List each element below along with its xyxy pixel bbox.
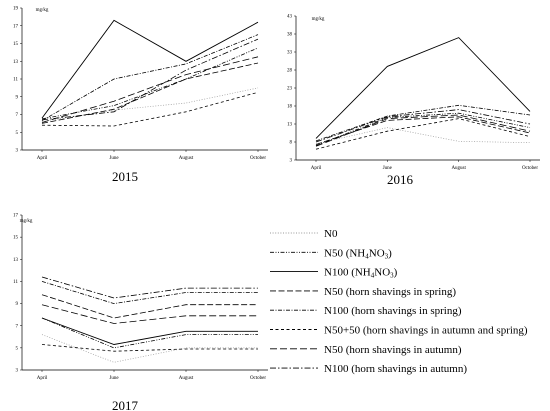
x-tick-label: April — [37, 376, 48, 381]
y-tick-label: 5 — [16, 131, 19, 136]
series-line-7 — [41, 38, 259, 121]
panel-year-title: 2016 — [387, 172, 414, 187]
legend: N0 N50 (NH4NO3) N100 (NH4NO3) N50 (horn sha… — [270, 228, 528, 375]
x-tick-label: October — [522, 166, 538, 171]
y-tick-label: 13 — [13, 258, 19, 263]
y-tick-label: 3 — [16, 149, 19, 154]
series-line-1 — [41, 317, 258, 349]
series-line-2 — [41, 317, 258, 345]
legend-label: N50 (horn shavings in autumn) — [324, 344, 462, 356]
series-line-3 — [41, 294, 258, 319]
y-tick-label: 11 — [13, 78, 18, 83]
panel-year-title: 2015 — [112, 169, 138, 184]
series-line-4 — [41, 281, 258, 305]
y-tick-label: 11 — [13, 280, 18, 285]
y-tick-label: 38 — [287, 33, 293, 38]
series-line-7 — [315, 109, 531, 143]
y-tick-label: 23 — [287, 87, 293, 92]
y-tick-label: 19 — [13, 7, 19, 12]
series-line-3 — [315, 116, 531, 145]
y-axis-unit: mg/kg — [312, 17, 325, 22]
legend-label: N100 (horn shavings in spring) — [324, 305, 462, 317]
x-tick-label: August — [451, 166, 466, 171]
x-tick-label: October — [250, 156, 266, 161]
y-tick-label: 17 — [13, 24, 19, 29]
series-line-0 — [41, 87, 259, 122]
series-line-4 — [315, 104, 531, 142]
legend-label: N50 (NH4NO3) — [324, 247, 392, 260]
legend-label: N100 (horn shavings in autumn) — [324, 363, 467, 375]
series-line-5 — [41, 91, 259, 127]
y-tick-label: 33 — [287, 51, 293, 56]
y-tick-label: 9 — [16, 95, 19, 100]
panel-year-title: 2017 — [112, 398, 139, 411]
y-tick-label: 28 — [287, 69, 293, 74]
series-line-6 — [41, 304, 258, 324]
legend-label: N100 (NH4NO3) — [324, 267, 398, 280]
y-tick-label: 7 — [16, 113, 19, 118]
y-tick-label: 18 — [287, 105, 293, 110]
series-line-0 — [41, 334, 258, 363]
x-tick-label: August — [179, 376, 194, 381]
legend-label: N50+50 (horn shavings in autumn and spri… — [324, 325, 528, 337]
chart-panel-2017: 3 5 7 9 11 13 15 17 April June August October mg/kg 2… — [13, 214, 268, 411]
y-tick-label: 17 — [13, 214, 19, 219]
y-tick-label: 3 — [290, 159, 293, 164]
series-line-2 — [41, 19, 259, 119]
chart-panel-2015: 3 5 7 9 11 13 15 17 19 April June August October mg/k… — [13, 7, 268, 184]
x-tick-label: April — [311, 166, 322, 171]
y-axis-unit: mg/kg — [20, 219, 33, 224]
y-axis-unit: mg/kg — [36, 8, 49, 13]
legend-label: N0 — [324, 228, 338, 240]
y-tick-label: 8 — [290, 141, 293, 146]
x-tick-label: June — [109, 376, 119, 381]
series-line-2 — [315, 37, 531, 139]
series-line-5 — [315, 118, 531, 150]
series-line-1 — [315, 112, 531, 146]
series-line-6 — [41, 56, 259, 123]
y-tick-label: 13 — [13, 60, 19, 65]
x-tick-label: June — [109, 156, 119, 161]
series-line-1 — [41, 47, 259, 120]
y-tick-label: 13 — [287, 123, 293, 128]
y-tick-label: 15 — [13, 236, 19, 241]
x-tick-label: April — [37, 156, 48, 161]
y-tick-label: 5 — [16, 346, 19, 351]
y-tick-label: 15 — [13, 42, 19, 47]
series-line-6 — [315, 114, 531, 147]
y-tick-label: 43 — [287, 15, 293, 20]
x-tick-label: October — [250, 376, 266, 381]
series-line-3 — [41, 62, 259, 124]
legend-label: N50 (horn shavings in spring) — [324, 286, 456, 298]
series-line-7 — [41, 276, 258, 299]
y-tick-label: 9 — [16, 302, 19, 307]
y-tick-label: 7 — [16, 324, 19, 329]
y-tick-label: 3 — [16, 369, 19, 374]
series-line-4 — [41, 34, 259, 122]
series-line-0 — [315, 127, 531, 145]
x-tick-label: June — [383, 166, 393, 171]
x-tick-label: August — [179, 156, 194, 161]
